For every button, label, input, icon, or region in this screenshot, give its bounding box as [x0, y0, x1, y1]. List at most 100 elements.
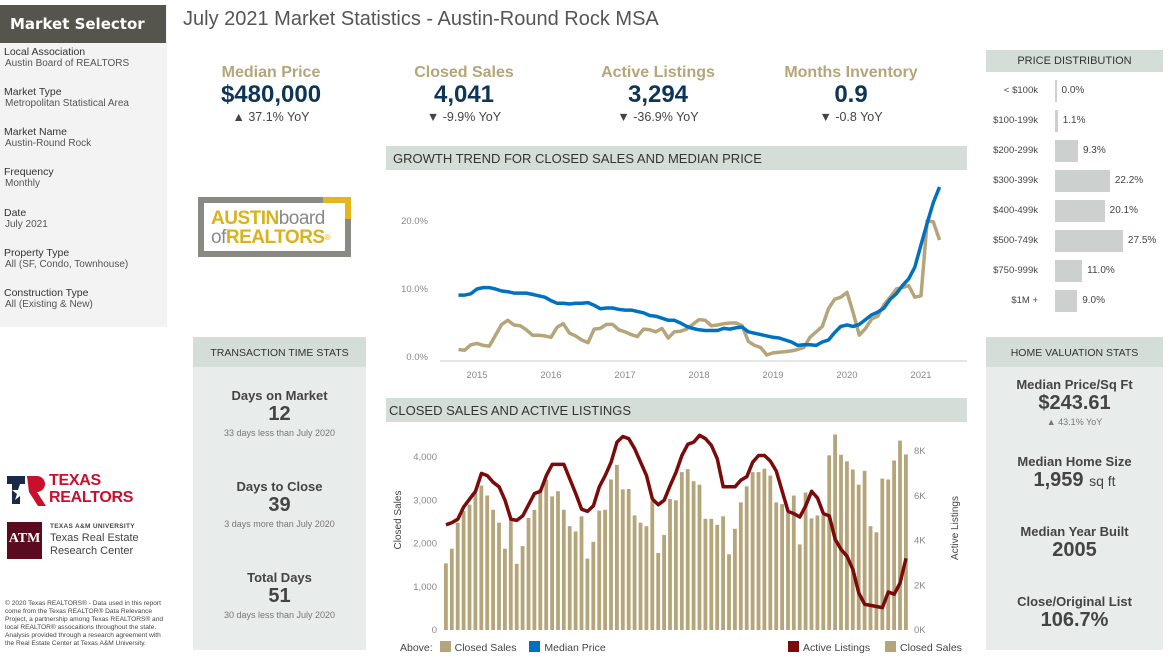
price-row: < $100k 0.0%: [986, 80, 1166, 102]
closed-sales-bar: [862, 470, 867, 630]
closed-sales-bar: [573, 531, 578, 630]
closed-sales-bar: [567, 526, 572, 630]
price-range-label: $400-499k: [993, 205, 1038, 216]
kpi-label: Months Inventory: [784, 64, 918, 81]
selector-label: Market Type: [4, 86, 62, 98]
closed-sales-bar: [874, 532, 879, 630]
selector-value[interactable]: Austin Board of REALTORS: [5, 58, 130, 69]
closed-sales-bar: [544, 479, 549, 630]
selector-value[interactable]: July 2021: [5, 219, 48, 230]
home-valuation-header: HOME VALUATION STATS: [986, 337, 1163, 367]
selector-date[interactable]: Date July 2021: [4, 207, 48, 231]
stat-unit: sq ft: [1089, 473, 1116, 489]
growth-trend-header: GROWTH TREND FOR CLOSED SALES AND MEDIAN…: [386, 146, 967, 170]
price-bar[interactable]: [1055, 170, 1110, 192]
closed-sales-bar: [556, 491, 560, 630]
price-distribution-header: PRICE DISTRIBUTION: [986, 50, 1163, 72]
selector-local-association[interactable]: Local Association Austin Board of REALTOR…: [4, 46, 129, 70]
stat-median-home-size: Median Home Size 1,959 sq ft: [986, 454, 1163, 492]
closed-sales-bar: [644, 526, 649, 630]
price-bar[interactable]: [1055, 290, 1078, 312]
stat-value: $243.61: [1038, 392, 1111, 414]
selector-value[interactable]: All (Existing & New): [5, 299, 93, 310]
selector-market-name[interactable]: Market Name Austin-Round Rock: [4, 126, 91, 150]
x-tick-label: 2020: [836, 370, 857, 381]
closed-sales-bar: [514, 563, 519, 630]
kpi-value: 4,041: [433, 81, 495, 108]
price-range-label: $750-999k: [993, 265, 1038, 276]
price-bar[interactable]: [1055, 230, 1123, 252]
closed-sales-bar: [697, 484, 702, 630]
closed-sales-bar: [709, 518, 714, 630]
closed-sales-bar: [656, 553, 661, 630]
price-pct: 22.2%: [1114, 175, 1144, 186]
stat-median-price-sqft: Median Price/Sq Ft $243.61 ▲ 43.1% YoY: [986, 377, 1163, 427]
legend-closed-sales: Closed Sales: [454, 642, 517, 654]
closed-sales-bar: [815, 515, 820, 630]
y-tick-label: 2,000: [413, 539, 437, 550]
selector-construction-type[interactable]: Construction Type All (Existing & New): [4, 287, 93, 311]
closed-sales-bar: [626, 489, 631, 630]
closed-sales-bar: [904, 454, 908, 630]
price-range-label: $200-299k: [993, 145, 1038, 156]
series-line-closed-sales: [458, 219, 942, 357]
selector-market-type[interactable]: Market Type Metropolitan Statistical Area: [4, 86, 129, 110]
selector-value[interactable]: Austin-Round Rock: [5, 138, 92, 149]
price-pct: 1.1%: [1062, 115, 1086, 126]
closed-sales-bar: [727, 554, 731, 630]
selector-value[interactable]: Monthly: [5, 178, 41, 189]
tamu-icon: ATM: [7, 522, 42, 559]
legend-swatch-closed-sales: [439, 641, 451, 652]
selector-label: Construction Type: [4, 287, 89, 299]
footer-disclaimer: © 2020 Texas REALTORS® - Data used in th…: [5, 600, 164, 647]
kpi-label: Median Price: [221, 64, 321, 81]
kpi-label: Active Listings: [601, 64, 715, 81]
selector-value[interactable]: Metropolitan Statistical Area: [5, 98, 129, 109]
stat-value: 2005: [1052, 539, 1097, 561]
closed-sales-bar: [756, 472, 761, 630]
closed-sales-bar: [585, 558, 590, 630]
closed-sales-bar: [762, 468, 767, 630]
price-row: $500-749k 27.5%: [986, 230, 1166, 252]
legend-right: Active Listings Closed Sales: [788, 641, 962, 654]
closed-sales-bar: [503, 548, 507, 630]
kpi-months-inventory: Months Inventory 0.9 ▼ -0.8 YoY: [756, 64, 946, 124]
closed-sales-bar: [668, 499, 672, 630]
selector-frequency[interactable]: Frequency Monthly: [4, 166, 54, 190]
selector-value[interactable]: All (SF, Condo, Townhouse): [5, 259, 129, 270]
closed-sales-bar: [579, 516, 584, 630]
price-bar[interactable]: [1055, 110, 1058, 132]
price-bar[interactable]: [1055, 260, 1083, 282]
kpi-label: Closed Sales: [414, 64, 514, 81]
selector-label: Local Association: [4, 46, 86, 58]
closed-sales-bar: [721, 516, 725, 630]
selector-property-type[interactable]: Property Type All (SF, Condo, Townhouse): [4, 247, 128, 271]
price-pct: 9.3%: [1082, 145, 1106, 156]
closed-sales-bar: [868, 526, 873, 630]
price-bar[interactable]: [1055, 200, 1105, 222]
closed-sales-bar: [508, 519, 513, 630]
stat-sub: 33 days less than July 2020: [223, 428, 336, 438]
closed-sales-bar: [674, 500, 678, 631]
y-tick-label: 0.0%: [406, 352, 428, 363]
closed-sales-bar: [774, 502, 779, 630]
y-tick-label: 0: [432, 625, 437, 636]
closed-sales-bar: [609, 479, 613, 630]
closed-sales-bar: [561, 509, 566, 630]
y-tick-label: 20.0%: [401, 216, 428, 227]
kpi-yoy: ▲ 37.1% YoY: [232, 110, 310, 124]
closed-sales-bar: [497, 522, 501, 630]
texas-realtors-wordmark: TEXAS REALTORS: [49, 472, 134, 506]
stat-sub: 3 days more than July 2020: [224, 519, 335, 529]
stat-label: Total Days: [247, 570, 312, 585]
x-tick-label: 2018: [688, 370, 709, 381]
stat-label: Median Home Size: [1017, 454, 1132, 469]
legend-active-listings: Active Listings: [803, 642, 871, 654]
closed-sales-bar: [691, 481, 696, 630]
selector-label: Frequency: [4, 166, 54, 178]
stat-value: 51: [268, 585, 291, 607]
price-bar[interactable]: [1055, 80, 1057, 102]
price-bar[interactable]: [1055, 140, 1078, 162]
price-row: $300-399k 22.2%: [986, 170, 1166, 192]
